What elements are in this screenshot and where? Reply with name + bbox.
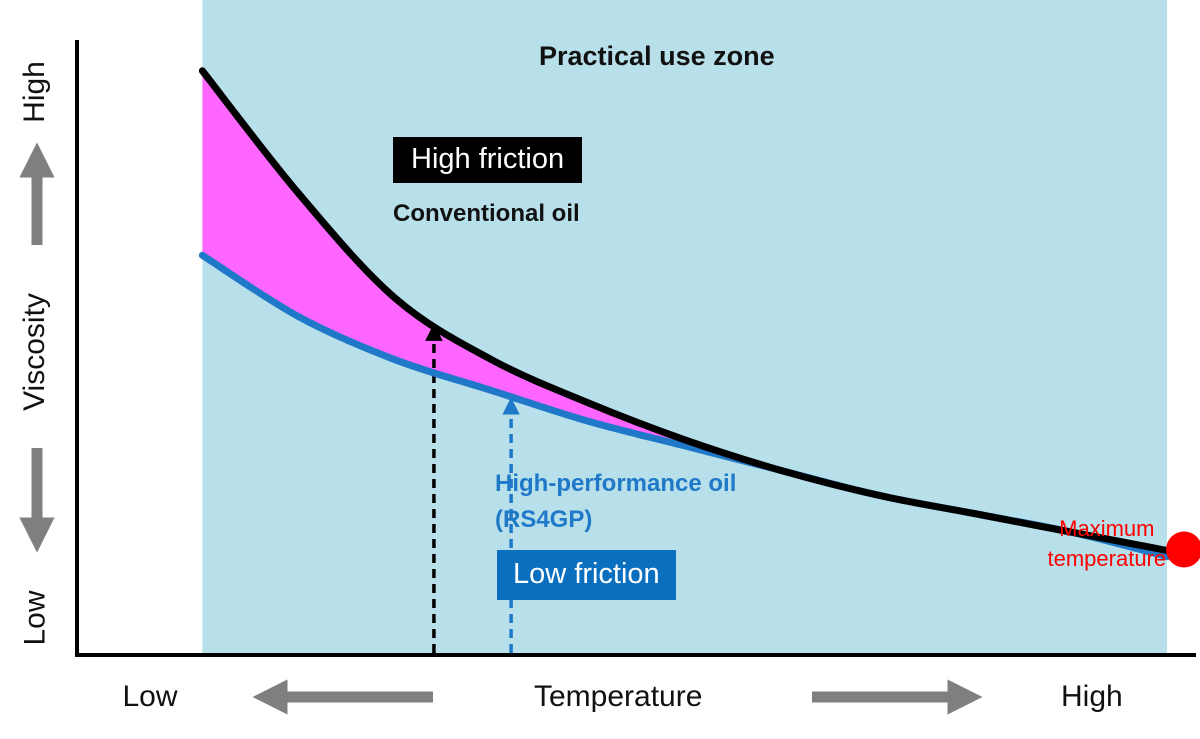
chart-title: Practical use zone (539, 40, 775, 71)
maximum-temperature-marker (1166, 531, 1200, 568)
x-axis-label: Temperature (534, 680, 703, 713)
y-tick-high: High (17, 61, 51, 123)
y-axis-label: Viscosity (17, 293, 51, 411)
y-tick-low: Low (18, 590, 52, 646)
conventional-oil-label: Conventional oil (393, 200, 580, 227)
maximum-temperature-label: Maximum temperature (1048, 514, 1167, 574)
series-line-conventional-oil (198, 67, 1171, 554)
low-friction-label: Low friction (497, 550, 676, 600)
high-friction-label: High friction (393, 137, 583, 183)
friction-gap-area (202, 70, 1168, 557)
maximum-temperature-label-line1: Maximum (1059, 516, 1155, 541)
x-tick-low: Low (122, 680, 178, 713)
x-tick-high: High (1061, 680, 1123, 713)
maximum-temperature-label-line2: temperature (1047, 546, 1167, 571)
high-performance-oil-label-line2: (RS4GP) (495, 506, 593, 533)
high-performance-oil-label: High-performance oil (RS4GP) (495, 466, 736, 538)
high-performance-oil-label-line1: High-performance oil (495, 470, 737, 497)
